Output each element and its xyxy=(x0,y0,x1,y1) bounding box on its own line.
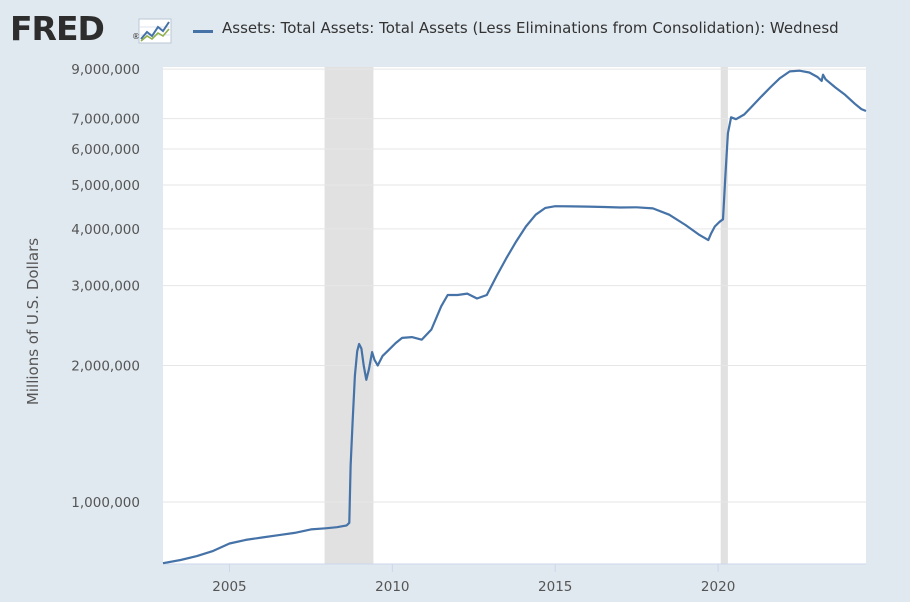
legend-series-label[interactable]: Assets: Total Assets: Total Assets (Less… xyxy=(222,19,839,37)
series-line-1[interactable] xyxy=(162,69,867,565)
recession-band-2 xyxy=(720,67,728,564)
y-tick-label: 2,000,000 xyxy=(71,358,140,374)
x-axis-tick-labels: 2005 2010 2015 2020 xyxy=(163,563,866,595)
registered-mark: ® xyxy=(132,32,140,41)
x-tick-label: 2015 xyxy=(538,579,572,595)
recession-band-1 xyxy=(324,67,374,564)
x-tick-label: 2005 xyxy=(212,579,246,595)
y-tick-label: 7,000,000 xyxy=(71,112,140,128)
x-tick-label: 2020 xyxy=(701,579,735,595)
fred-logo[interactable]: FRED xyxy=(10,9,105,48)
y-tick-label: 4,000,000 xyxy=(71,222,140,238)
chart-header: FRED ® Assets: Total Assets: Total Asset… xyxy=(10,8,900,48)
y-tick-label: 6,000,000 xyxy=(71,142,140,158)
y-tick-label: 1,000,000 xyxy=(71,495,140,511)
recession-shading xyxy=(324,67,728,564)
series-layer xyxy=(162,69,867,565)
trend-line-icon xyxy=(138,18,172,44)
legend-series-swatch xyxy=(193,30,213,33)
y-tick-label: 5,000,000 xyxy=(71,178,140,194)
y-tick-label: 9,000,000 xyxy=(71,62,140,78)
y-gridlines xyxy=(163,68,866,503)
x-tick-label: 2010 xyxy=(375,579,409,595)
plot-area xyxy=(163,67,866,564)
y-axis-tick-labels: 1,000,000 2,000,000 3,000,000 4,000,000 5,00… xyxy=(71,62,140,511)
y-axis-title: Millions of U.S. Dollars xyxy=(24,238,42,405)
y-tick-label: 3,000,000 xyxy=(71,279,140,295)
